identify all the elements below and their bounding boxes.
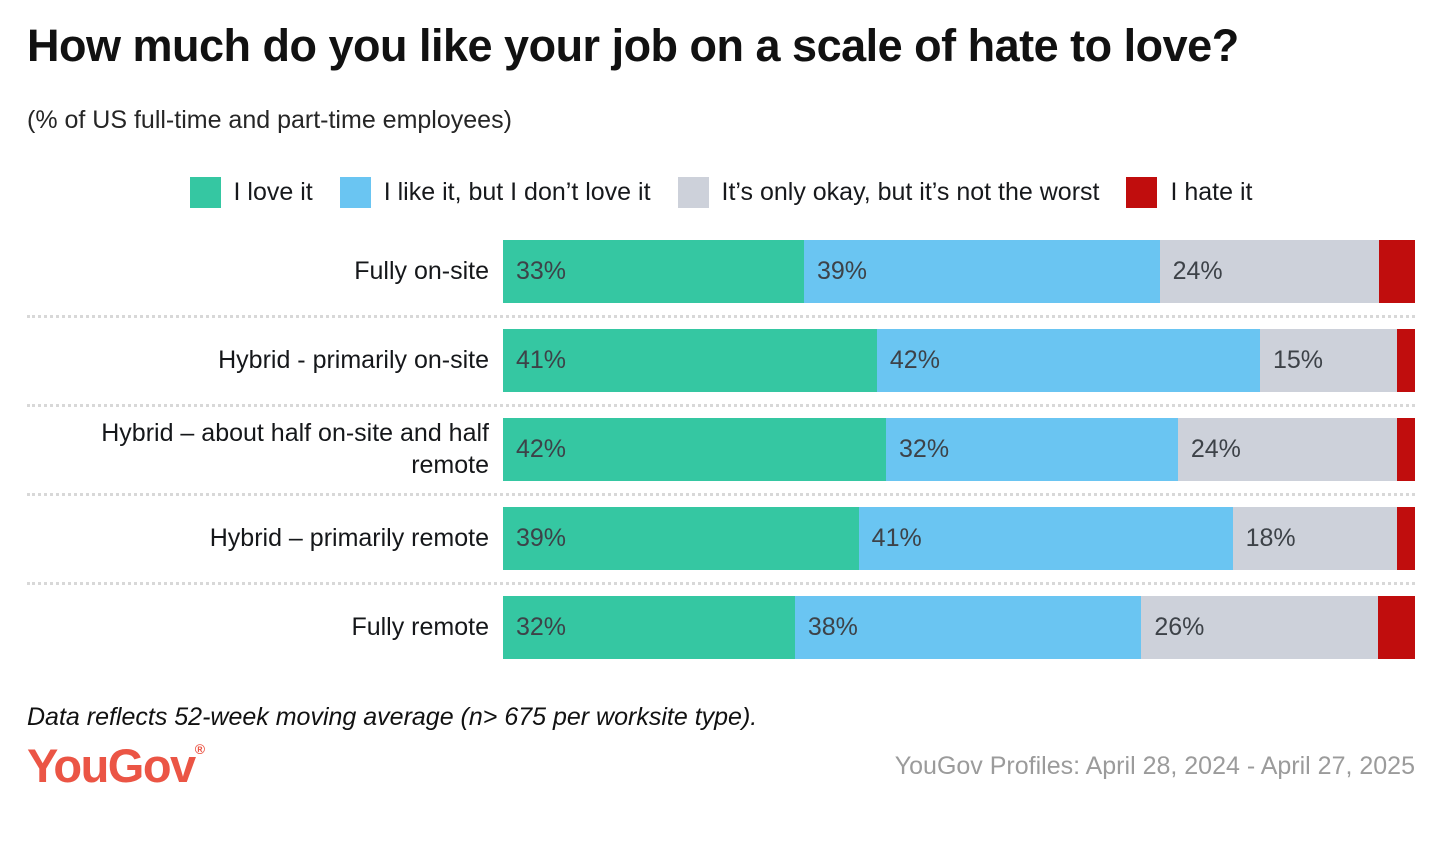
value-label: 42% — [889, 346, 940, 375]
legend-item: I like it, but I don’t love it — [339, 177, 651, 209]
chart-row: Hybrid – primarily remote 39% 41% 18% — [27, 507, 1415, 571]
stacked-bar: 33% 39% 24% — [503, 240, 1415, 304]
bar-segment — [1378, 596, 1415, 660]
legend-swatch-icon — [339, 177, 371, 209]
bar-segment — [1378, 240, 1415, 304]
registered-trademark-icon: ® — [194, 741, 206, 758]
legend-label: I hate it — [1170, 178, 1253, 207]
bar-segment: 33% — [503, 240, 804, 304]
row-separator — [27, 392, 1415, 418]
source-attribution: YouGov Profiles: April 28, 2024 - April … — [894, 751, 1415, 780]
bar-segment: 42% — [876, 329, 1260, 393]
value-label: 18% — [1245, 524, 1296, 553]
bar-segment: 38% — [794, 596, 1142, 660]
bar-segment: 26% — [1141, 596, 1379, 660]
stacked-bar: 32% 38% 26% — [503, 596, 1415, 660]
value-label: 15% — [1272, 346, 1323, 375]
legend-item: It’s only okay, but it’s not the worst — [677, 177, 1100, 209]
value-label: 24% — [1190, 435, 1241, 464]
bar-segment: 18% — [1232, 507, 1397, 571]
value-label: 42% — [516, 435, 567, 464]
value-label: 33% — [516, 257, 567, 286]
category-label: Hybrid – primarily remote — [209, 524, 489, 553]
stacked-bar-chart: Fully on-site 33% 39% 24% Hybrid - primarily… — [27, 240, 1415, 660]
dotted-divider — [27, 492, 1415, 496]
dotted-divider — [27, 314, 1415, 318]
legend-label: I love it — [233, 178, 313, 207]
category-label: Hybrid - primarily on-site — [218, 346, 489, 375]
dotted-divider — [27, 403, 1415, 407]
row-separator — [27, 303, 1415, 329]
chart-row: Fully remote 32% 38% 26% — [27, 596, 1415, 660]
bar-segment: 39% — [803, 240, 1160, 304]
legend-label: I like it, but I don’t love it — [383, 178, 651, 207]
value-label: 24% — [1172, 257, 1223, 286]
bar-segment — [1396, 418, 1415, 482]
chart-row: Hybrid – about half on-site and half rem… — [27, 418, 1415, 482]
chart-legend: I love it I like it, but I don’t love it I… — [27, 177, 1415, 209]
bar-segment: 24% — [1159, 240, 1379, 304]
value-label: 26% — [1154, 613, 1205, 642]
bar-segment — [1396, 507, 1415, 571]
bar-segment: 41% — [858, 507, 1233, 571]
bar-segment: 32% — [503, 596, 795, 660]
yougov-logo: YouGov® — [27, 740, 205, 792]
legend-swatch-icon — [677, 177, 709, 209]
bar-segment — [1396, 329, 1415, 393]
value-label: 41% — [871, 524, 922, 553]
row-separator — [27, 570, 1415, 596]
stacked-bar: 39% 41% 18% — [503, 507, 1415, 571]
value-label: 41% — [516, 346, 567, 375]
footnote: Data reflects 52-week moving average (n>… — [27, 703, 758, 732]
bar-segment: 24% — [1177, 418, 1397, 482]
category-label: Hybrid – about half on-site and half rem… — [101, 419, 489, 479]
chart-subtitle: (% of US full-time and part-time employe… — [27, 106, 512, 135]
legend-item: I love it — [189, 177, 313, 209]
legend-swatch-icon — [1126, 177, 1158, 209]
footer: YouGov® YouGov Profiles: April 28, 2024 … — [27, 740, 1415, 792]
page-title: How much do you like your job on a scale… — [27, 20, 1239, 71]
stacked-bar: 42% 32% 24% — [503, 418, 1415, 482]
chart-row: Fully on-site 33% 39% 24% — [27, 240, 1415, 304]
bar-segment: 39% — [503, 507, 859, 571]
bar-segment: 32% — [886, 418, 1178, 482]
stacked-bar: 41% 42% 15% — [503, 329, 1415, 393]
legend-swatch-icon — [189, 177, 221, 209]
value-label: 39% — [516, 524, 567, 553]
legend-item: I hate it — [1126, 177, 1253, 209]
bar-segment: 15% — [1259, 329, 1397, 393]
value-label: 38% — [807, 613, 858, 642]
category-label: Fully remote — [351, 613, 489, 642]
row-separator — [27, 481, 1415, 507]
category-label: Fully on-site — [354, 257, 489, 286]
chart-row: Hybrid - primarily on-site 41% 42% 15% — [27, 329, 1415, 393]
legend-label: It’s only okay, but it’s not the worst — [721, 178, 1100, 207]
value-label: 32% — [899, 435, 950, 464]
value-label: 39% — [816, 257, 867, 286]
yougov-logo-text: YouGov — [27, 739, 196, 793]
dotted-divider — [27, 581, 1415, 585]
bar-segment: 42% — [503, 418, 887, 482]
bar-segment: 41% — [503, 329, 877, 393]
value-label: 32% — [516, 613, 567, 642]
